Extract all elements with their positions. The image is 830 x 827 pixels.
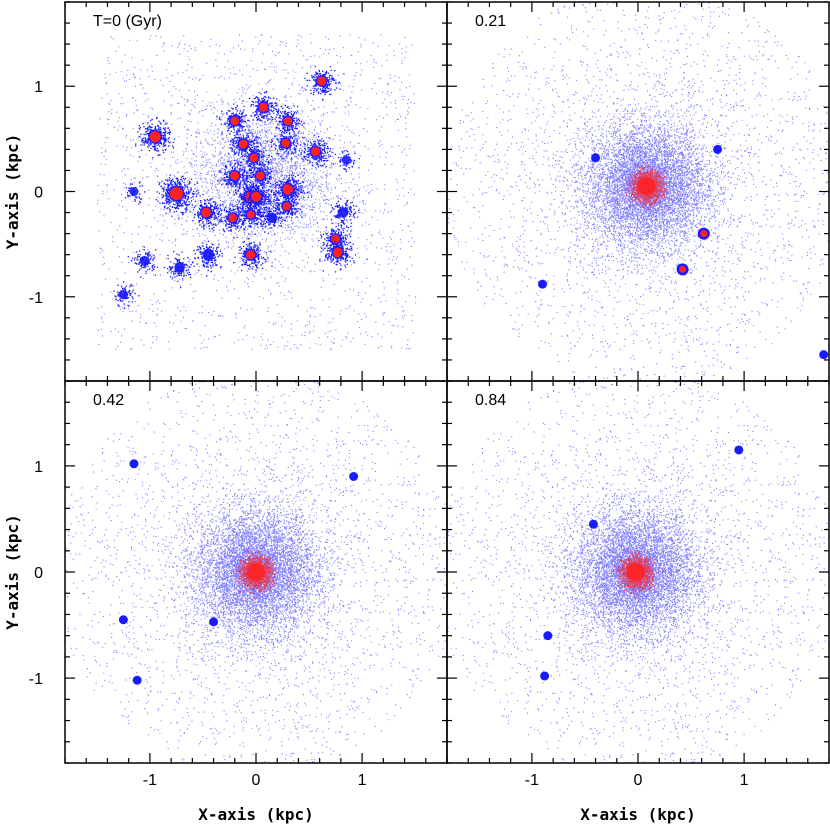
- satellite-4: [591, 153, 600, 162]
- satellite-4: [543, 631, 552, 640]
- satellite-1: [540, 671, 549, 680]
- clump-7: [113, 281, 139, 309]
- clump-1: [135, 117, 188, 159]
- y-tick-label: 1: [34, 79, 43, 96]
- x-tick-label: -1: [525, 772, 539, 789]
- x-tick-label: 1: [740, 772, 749, 789]
- panel-1: [97, 34, 416, 351]
- x-axis-title: X-axis (kpc): [198, 805, 314, 824]
- panel-label: 0.84: [475, 392, 506, 409]
- y-tick-label: 0: [34, 565, 43, 582]
- satellite-5: [713, 145, 722, 154]
- y-axis-title: Y-axis (kpc): [3, 514, 22, 630]
- satellite-5: [129, 459, 138, 468]
- y-tick-label: 0: [34, 185, 43, 202]
- clump-11: [302, 66, 345, 101]
- satellite-2: [589, 520, 598, 529]
- clump-28: [330, 198, 360, 228]
- satellite-6: [819, 350, 828, 359]
- panel-3: [56, 378, 458, 771]
- panel-label: 0.42: [93, 392, 124, 409]
- satellite-2: [209, 617, 218, 626]
- satellite-3: [119, 615, 128, 624]
- panel-2: [446, 0, 830, 384]
- clump-6: [128, 246, 159, 278]
- core-marker: [247, 563, 265, 581]
- y-tick-label: -1: [29, 290, 43, 307]
- panel-label: T=0 (Gyr): [93, 13, 162, 30]
- y-tick-label: 1: [34, 459, 43, 476]
- clump-5: [164, 251, 196, 288]
- y-tick-label: -1: [29, 671, 43, 688]
- x-axis-title: X-axis (kpc): [580, 805, 696, 824]
- x-tick-label: 0: [252, 772, 261, 789]
- satellite-1: [698, 228, 710, 240]
- satellite-3: [734, 445, 743, 454]
- clump-4: [192, 241, 223, 277]
- panel-4: [436, 378, 830, 771]
- x-tick-label: 0: [634, 772, 643, 789]
- satellite-2: [677, 263, 689, 275]
- x-tick-label: -1: [143, 772, 157, 789]
- clump-8: [216, 100, 258, 136]
- panel-label: 0.21: [475, 13, 506, 30]
- core-marker: [627, 563, 645, 581]
- clump-13: [267, 126, 305, 159]
- core-marker: [637, 177, 655, 195]
- satellite-4: [349, 472, 358, 481]
- x-tick-label: 1: [358, 772, 367, 789]
- clump-29: [125, 181, 145, 204]
- clump-30: [333, 150, 360, 172]
- y-axis-title: Y-axis (kpc): [3, 134, 22, 250]
- satellite-1: [133, 676, 142, 685]
- satellite-3: [538, 280, 547, 289]
- clump-27: [319, 234, 367, 272]
